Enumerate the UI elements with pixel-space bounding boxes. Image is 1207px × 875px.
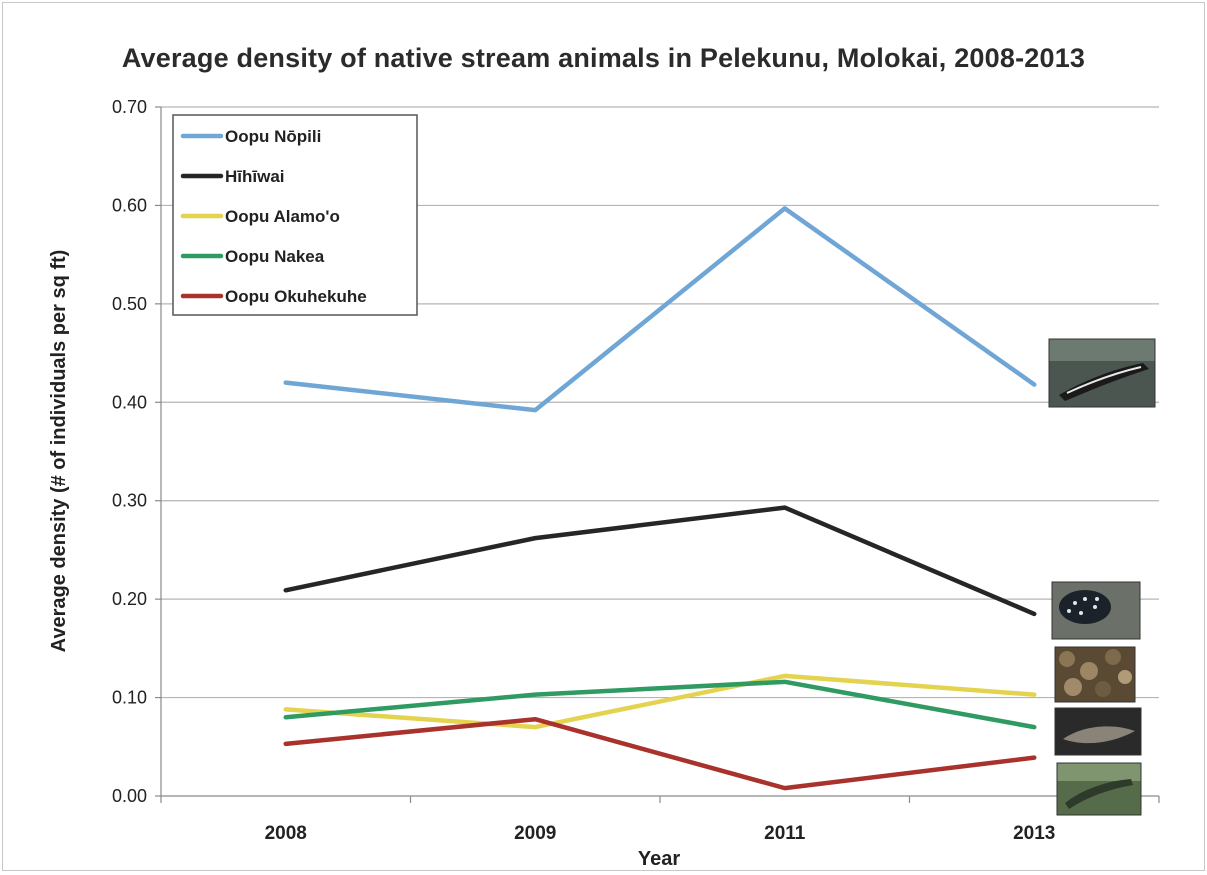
y-tick-label: 0.30 <box>112 491 147 511</box>
legend-label: Oopu Okuhekuhe <box>225 287 367 306</box>
y-axis-title: Average density (# of individuals per sq… <box>48 250 70 653</box>
species-photos <box>1048 338 1156 816</box>
legend-label: Oopu Nakea <box>225 247 325 266</box>
y-tick-label: 0.20 <box>112 589 147 609</box>
legend-label: Oopu Nōpili <box>225 127 321 146</box>
series-line <box>283 206 1037 413</box>
line-chart: 0.000.100.200.300.400.500.600.70 2008 200… <box>48 97 1160 870</box>
oopu-okuhekuhe-photo <box>1056 762 1142 816</box>
series-line <box>283 679 1037 730</box>
series-lines <box>283 206 1037 791</box>
x-tick-labels: 2008 2009 2011 2013 <box>265 823 1056 844</box>
y-tick-labels: 0.00 0.10 0.20 0.30 0.40 0.50 0.60 0.70 <box>112 97 147 806</box>
y-tick-label: 0.60 <box>112 195 147 215</box>
chart-title: Average density of native stream animals… <box>121 43 1086 73</box>
x-tick-label: 2011 <box>764 823 806 844</box>
legend-label: Hīhīwai <box>225 167 285 186</box>
y-tick-label: 0.00 <box>112 786 147 806</box>
legend: Oopu Nōpili Hīhīwai Oopu Alamo'o Oopu Nakea… <box>172 114 418 316</box>
y-tick-label: 0.10 <box>112 688 147 708</box>
x-tick-label: 2008 <box>265 823 307 844</box>
series-line <box>283 716 1037 791</box>
oopu-alamoo-photo <box>1054 646 1136 703</box>
x-tick-label: 2009 <box>514 823 556 844</box>
y-tick-label: 0.50 <box>112 294 147 314</box>
y-tick-label: 0.70 <box>112 97 147 117</box>
oopu-nopili-photo <box>1048 338 1156 408</box>
series-line <box>283 673 1037 730</box>
y-tick-label: 0.40 <box>112 392 147 412</box>
oopu-nakea-photo <box>1054 707 1142 756</box>
legend-label: Oopu Alamo'o <box>225 207 340 226</box>
x-axis-title: Year <box>638 848 680 870</box>
series-line <box>283 505 1037 617</box>
x-tick-label: 2013 <box>1013 823 1055 844</box>
hihiwai-photo <box>1051 581 1141 640</box>
